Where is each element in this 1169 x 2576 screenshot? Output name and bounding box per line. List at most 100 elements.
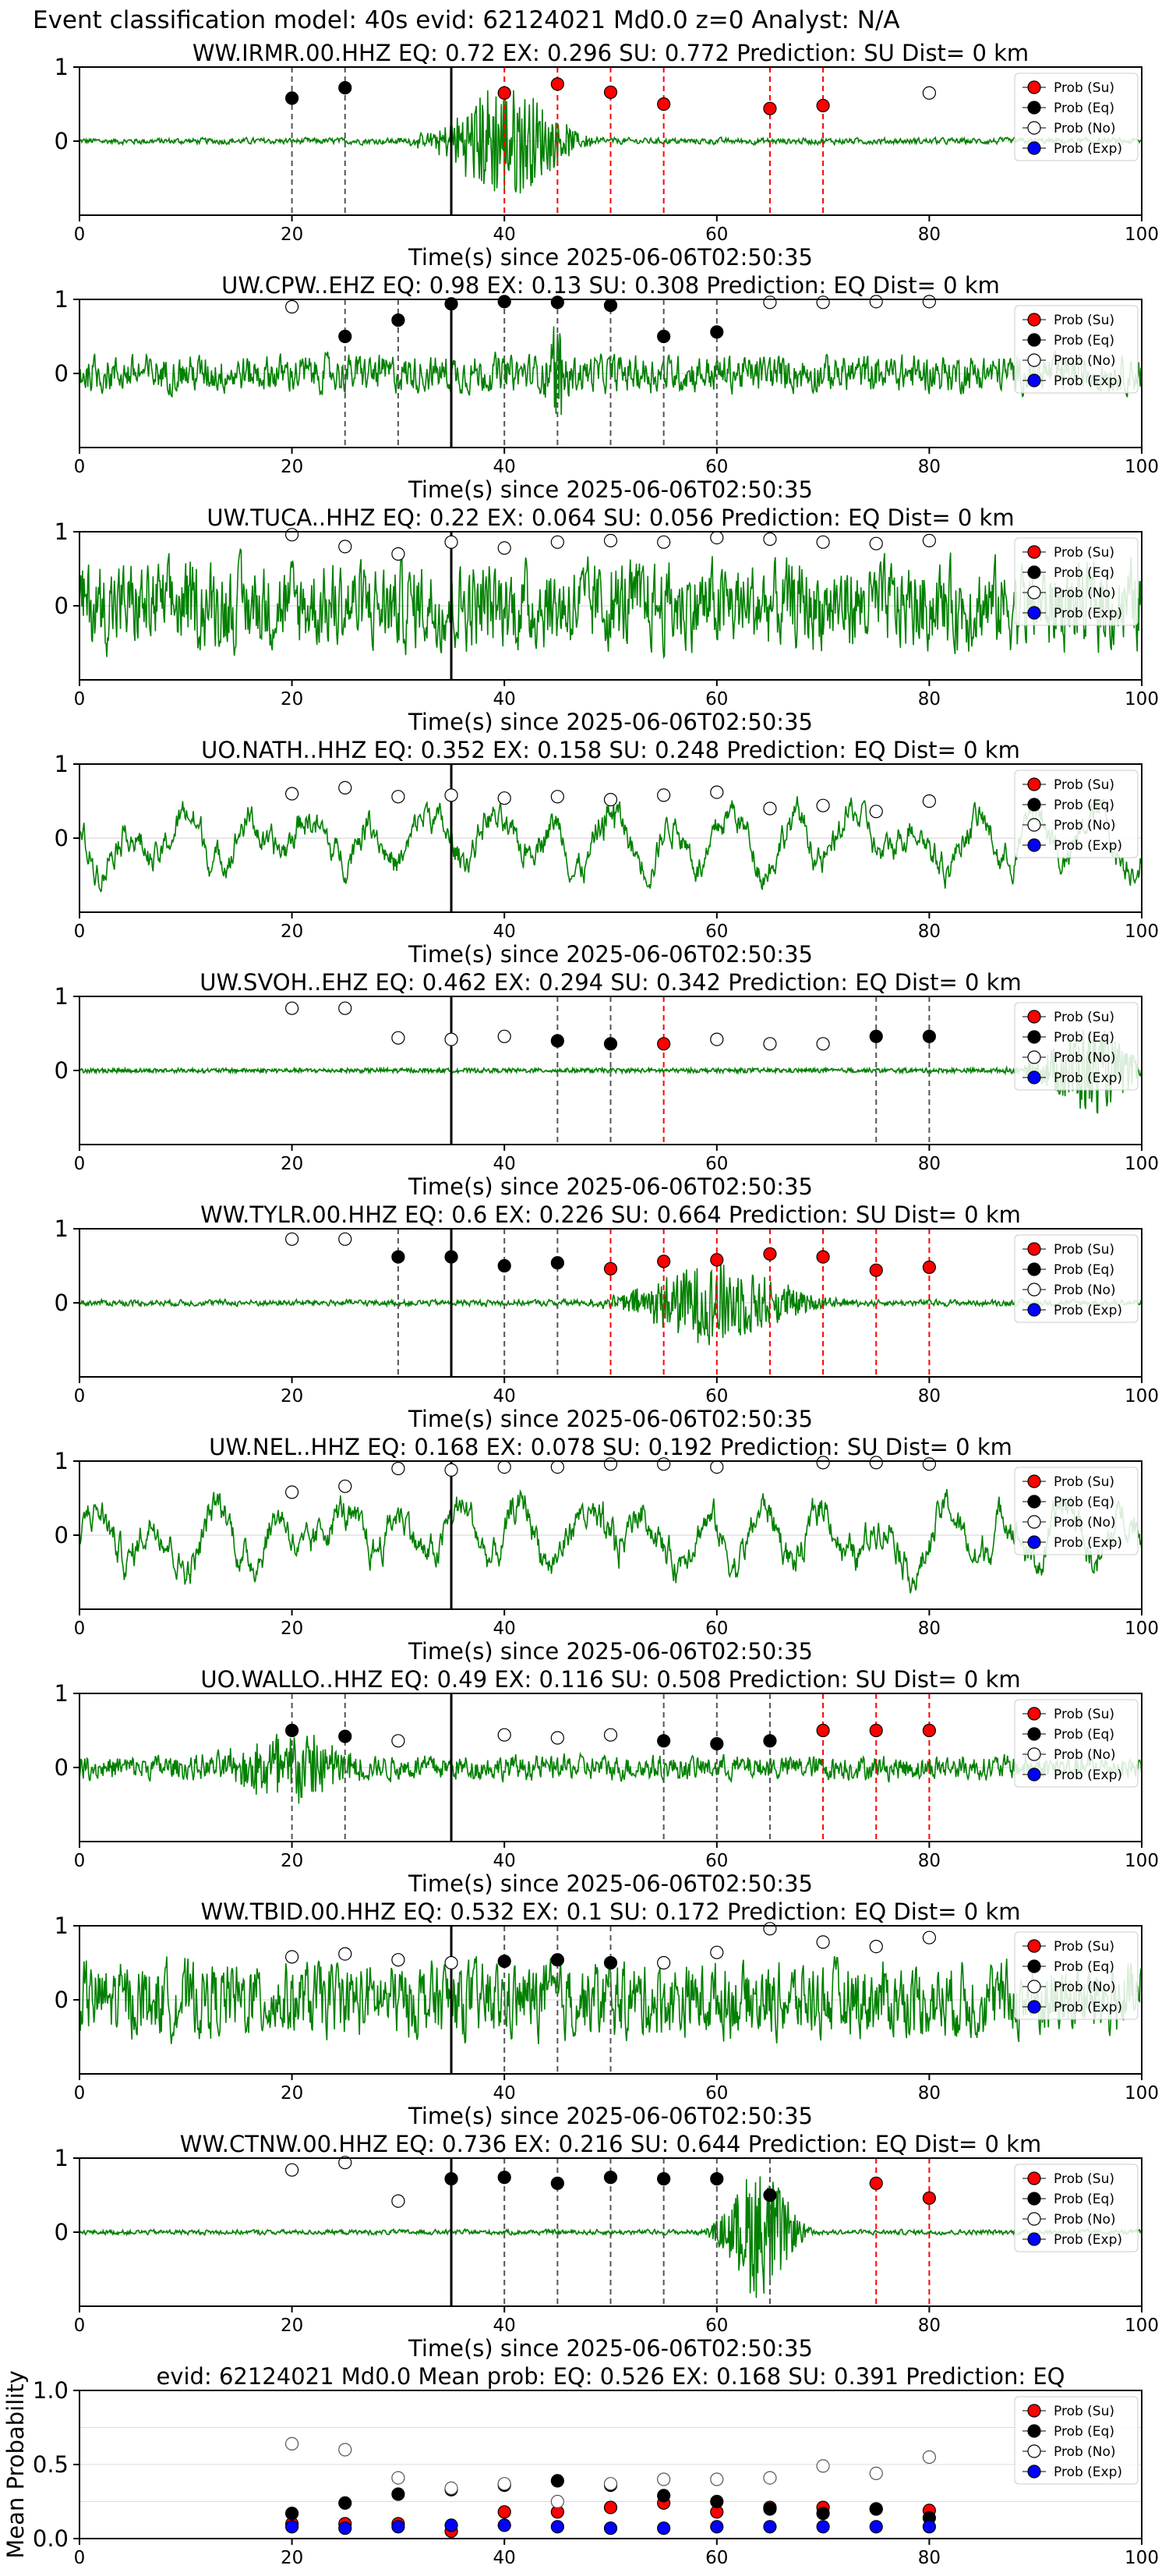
x-tick-label: 20 (281, 2316, 303, 2336)
legend-marker (1027, 606, 1041, 620)
prob-point (869, 1456, 883, 1470)
legend-box (1014, 2396, 1139, 2485)
panel-title: UW.SVOH..EHZ EQ: 0.462 EX: 0.294 SU: 0.3… (200, 969, 1021, 996)
x-axis-label: Time(s) since 2025-06-06T02:50:35 (408, 1638, 813, 1665)
legend-label: Prob (No) (1054, 1747, 1116, 1763)
legend-box (1014, 1931, 1139, 2020)
prob-point (285, 1001, 299, 1015)
x-tick-label: 60 (705, 1386, 728, 1407)
prob-point (550, 535, 564, 549)
legend-marker (1027, 1262, 1041, 1276)
y-tick-label: 0 (55, 593, 69, 619)
legend-label: Prob (Exp) (1054, 373, 1122, 389)
prob-point (497, 1029, 511, 1043)
prob-point (391, 1031, 405, 1045)
x-tick-label: 100 (1125, 457, 1159, 477)
legend-label: Prob (Su) (1054, 80, 1114, 96)
legend-marker (1027, 2444, 1041, 2458)
prob-point (391, 2194, 405, 2208)
x-tick-label: 40 (493, 1619, 516, 1639)
prob-point (391, 1953, 405, 1967)
legend-marker (1027, 353, 1041, 367)
x-tick-label: 60 (705, 225, 728, 245)
y-tick-label: 1 (55, 1215, 69, 1242)
prob-point (603, 1261, 618, 1276)
legend-marker (1027, 2424, 1041, 2438)
prob-point (922, 1029, 937, 1043)
legend-marker (1027, 1767, 1041, 1782)
x-axis-label: Time(s) since 2025-06-06T02:50:35 (408, 2103, 813, 2129)
legend-marker (1027, 1727, 1041, 1741)
prob-point (657, 788, 671, 802)
legend-label: Prob (Su) (1054, 1474, 1114, 1490)
legend-marker (1027, 121, 1041, 135)
x-tick-label: 0 (74, 922, 86, 942)
legend-label: Prob (Su) (1054, 1242, 1114, 1258)
prob-point (603, 1457, 618, 1471)
mean-prob-point (869, 2502, 883, 2516)
legend-label: Prob (Eq) (1054, 2424, 1114, 2440)
legend-marker (1027, 586, 1041, 600)
prob-point (285, 787, 299, 801)
prob-point (285, 1485, 299, 1499)
legend-marker (1027, 1515, 1041, 1529)
prob-point (816, 1723, 830, 1738)
x-tick-label: 80 (918, 457, 941, 477)
legend-label: Prob (Eq) (1054, 1495, 1114, 1510)
legend-label: Prob (No) (1054, 1980, 1116, 1995)
legend-marker (1027, 1474, 1041, 1488)
prob-point (444, 788, 458, 802)
legend-marker (1027, 1939, 1041, 1953)
legend-marker (1027, 1010, 1041, 1024)
x-tick-label: 40 (493, 1154, 516, 1174)
waveform (79, 2176, 1142, 2298)
legend-marker (1027, 1959, 1041, 1973)
chart-panel-7: UW.NEL..HHZ EQ: 0.168 EX: 0.078 SU: 0.19… (55, 1434, 1159, 1665)
y-tick-label: 1 (55, 2145, 69, 2171)
chart-panel-1: WW.IRMR.00.HHZ EQ: 0.72 EX: 0.296 SU: 0.… (55, 40, 1159, 271)
prob-point (391, 313, 405, 327)
panel-title: WW.CTNW.00.HHZ EQ: 0.736 EX: 0.216 SU: 0… (180, 2131, 1041, 2157)
waveform (79, 796, 1142, 893)
x-axis-label: Time(s) since 2025-06-06T02:50:35 (408, 244, 813, 271)
legend-marker (1027, 2000, 1041, 2014)
x-tick-label: 100 (1125, 922, 1159, 942)
prob-point (497, 541, 511, 555)
y-tick-label: 0 (55, 360, 69, 387)
mean-prob-point (816, 2507, 830, 2521)
legend-marker (1027, 1707, 1041, 1721)
legend-marker (1027, 1283, 1041, 1297)
legend-label: Prob (Exp) (1054, 1303, 1122, 1318)
x-tick-label: 20 (281, 2083, 303, 2104)
legend-label: Prob (Eq) (1054, 798, 1114, 813)
x-tick-label: 60 (705, 2083, 728, 2104)
x-tick-label: 60 (705, 922, 728, 942)
x-tick-label: 40 (493, 2083, 516, 2104)
legend-box (1014, 537, 1139, 626)
x-tick-label: 40 (493, 225, 516, 245)
legend-label: Prob (Su) (1054, 1939, 1114, 1955)
mean-prob-point (816, 2520, 830, 2534)
legend-label: Prob (No) (1054, 586, 1116, 601)
prob-point (816, 295, 830, 310)
prob-point (391, 547, 405, 561)
x-axis-label: Time(s) since 2025-06-06T02:50:35 (408, 1406, 813, 1432)
prob-point (285, 2163, 299, 2177)
legend-label: Prob (No) (1054, 353, 1116, 369)
y-tick-label: 0 (55, 1057, 69, 1084)
prob-point (285, 1723, 299, 1738)
prob-point (710, 1253, 724, 1267)
legend-label: Prob (No) (1054, 2212, 1116, 2227)
x-tick-label: 40 (493, 922, 516, 942)
prob-point (550, 2176, 564, 2190)
x-axis-label: Time(s) since 2025-06-06T02:50:35 (408, 1870, 813, 1897)
mean-prob-point (391, 2471, 405, 2485)
figure-title: Event classification model: 40s evid: 62… (33, 6, 900, 34)
legend-marker (1027, 1747, 1041, 1761)
x-tick-label: 40 (493, 2548, 516, 2568)
prob-point (497, 86, 511, 100)
prob-point (497, 1258, 511, 1273)
legend-box (1014, 73, 1139, 161)
